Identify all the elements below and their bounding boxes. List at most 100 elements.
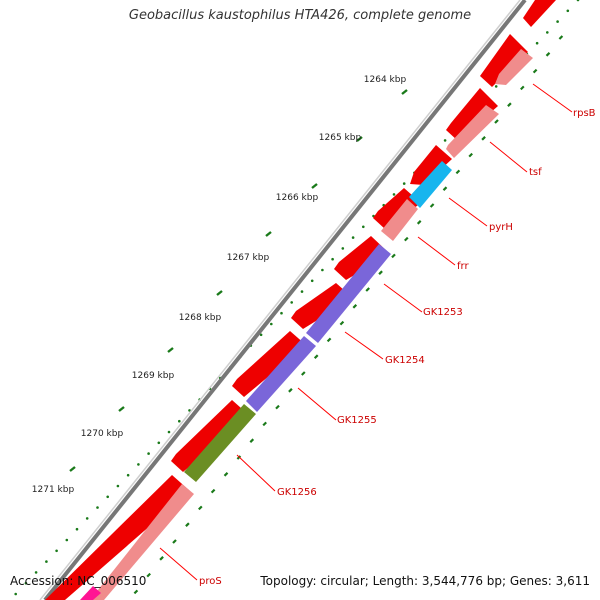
tick-mark [159,556,164,561]
tick-mark [404,236,409,242]
forward-strand [45,0,556,600]
gene-leader-lines [159,83,573,581]
gene-leader-line [532,83,573,113]
tick-dot [75,527,79,531]
gene-label: GK1255 [337,415,377,426]
scale-ticks [69,89,408,472]
tick-mark [532,68,538,74]
gene-tsf-shape [446,105,499,158]
tick-mark [236,455,242,460]
tick-mark [558,35,564,40]
scale-tick [401,89,408,95]
accession-label: Accession: NC_006510 [10,574,147,588]
tick-dot [85,517,89,520]
scale-labels: 1264 kbp 1265 kbp 1266 kbp 1267 kbp 1268 kbp… [32,75,407,495]
tick-mark [442,186,448,191]
tick-dot [24,581,28,585]
tick-dot [341,247,345,250]
tick-dot [546,31,549,34]
gene-forward-9 [171,400,250,472]
tick-mark [223,472,229,477]
tick-dot [310,279,314,283]
gene-leader-line [159,547,198,581]
tick-dot [566,9,570,13]
tick-dot [331,257,334,261]
scale-label: 1268 kbp [179,313,222,323]
tick-mark [494,119,499,124]
tick-dot [147,452,150,455]
gene-GK1256-shape [90,484,194,600]
tick-dot [116,484,120,488]
gene-GK1254-shape [246,336,316,412]
tick-mark [313,354,319,359]
tick-dot [402,182,406,185]
tick-dot [576,0,580,2]
gene-label: GK1253 [423,307,463,318]
tick-dot [300,290,304,293]
gene-label: rpsB [573,108,596,119]
tick-mark [262,421,267,427]
gene-label: tsf [529,167,542,178]
tick-dot [14,592,17,596]
tick-mark [172,539,177,544]
tick-mark [429,203,435,208]
gene-leader-line [489,141,528,173]
tick-dot [351,236,355,239]
tick-dot [556,20,559,23]
tick-dot [96,506,99,509]
tick-mark [133,589,139,595]
gene-forward-5 [373,188,421,229]
scale-tick [356,136,363,142]
scale-label: 1264 kbp [364,75,407,85]
scale-label: 1265 kbp [319,133,362,143]
tick-mark [365,287,370,292]
gene-leader-line [383,283,423,313]
tick-mark [545,52,551,57]
gene-forward-1 [523,0,556,27]
tick-dot [259,333,263,337]
gene-pyrH-shape [409,161,452,208]
scale-tick [265,231,272,237]
scale-tick [311,183,318,189]
gene-rpsB-shape [495,49,533,85]
backbone-shadow [39,0,521,600]
gene-label: pyrH [489,222,513,233]
tick-dot [535,41,539,45]
scale-tick [118,406,125,412]
inner-tick-marks [133,35,564,595]
tick-dot [178,419,181,423]
gene-forward-2 [480,34,528,87]
tick-dot [270,322,273,326]
genome-stats: Topology: circular; Length: 3,544,776 bp… [260,574,590,588]
tick-mark [288,388,293,393]
gene-forward-6 [334,236,390,280]
tick-mark [352,304,358,309]
scale-tick [216,290,223,296]
gene-forward-10 [45,475,190,600]
gene-leader-line [417,236,456,266]
tick-mark [455,169,461,175]
tick-mark [275,404,280,410]
scale-label: 1267 kbp [227,253,270,263]
map-title: Geobacillus kaustophilus HTA426, complet… [128,8,472,23]
tick-dot [392,193,396,196]
tick-dot [34,571,38,574]
tick-mark [416,220,422,225]
gene-labels: rpsB tsf pyrH frr GK1253 GK1254 GK1255 GK1256 pr… [199,108,596,587]
backbone-line [43,0,527,600]
tick-dot [443,139,447,142]
tick-mark [185,522,190,527]
scale-tick [167,347,174,353]
tick-dot [45,560,48,563]
tick-dot [494,85,498,88]
tick-dot [157,441,161,445]
tick-dot [55,549,58,553]
tick-dot [321,268,324,272]
gene-forward-8 [232,331,306,397]
outer-tick-dots [14,0,580,596]
gene-label: proS [199,576,222,587]
tick-mark [210,488,216,494]
gene-label: GK1256 [277,487,317,498]
scale-label: 1266 kbp [276,193,319,203]
gene-GK1253-shape [306,244,391,343]
